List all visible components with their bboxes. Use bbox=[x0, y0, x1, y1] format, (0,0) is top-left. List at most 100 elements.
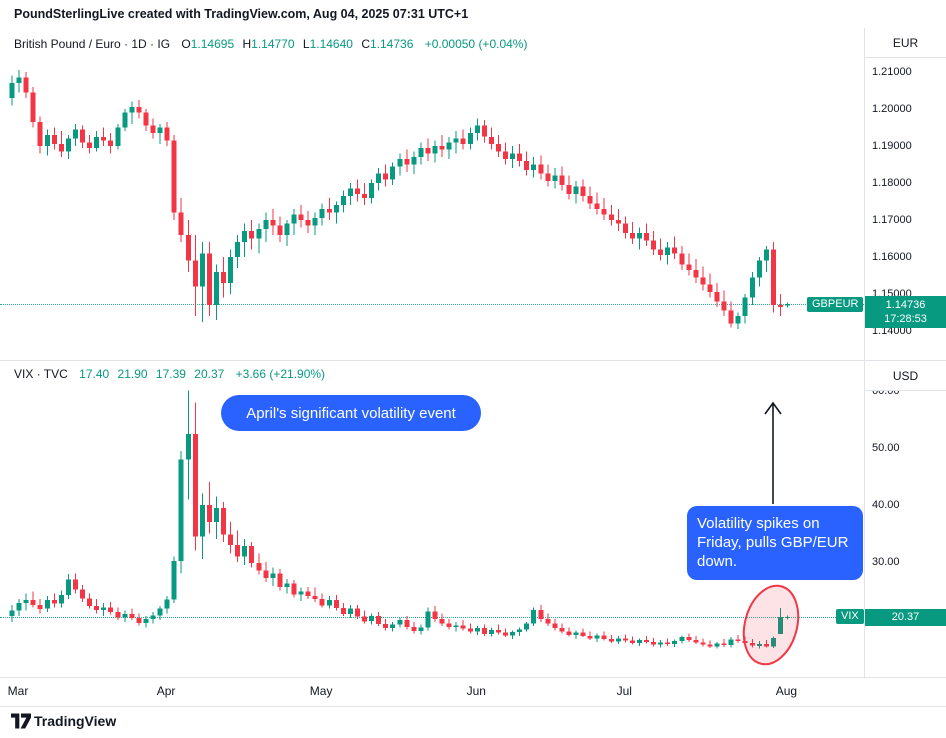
candle-body bbox=[65, 138, 71, 152]
candle-body bbox=[178, 212, 184, 235]
candle-body bbox=[404, 620, 410, 627]
candle-body bbox=[686, 637, 692, 641]
candle-body bbox=[312, 218, 318, 226]
y-axis-tick: 1.14000 bbox=[872, 325, 912, 337]
candle-body bbox=[573, 632, 579, 635]
candle-body bbox=[404, 158, 410, 165]
symbol-legend-vix[interactable]: VIX · TVC 17.40 21.90 17.39 20.37 +3.66 … bbox=[14, 367, 325, 381]
candle-body bbox=[594, 203, 600, 209]
ohlc-close: C1.14736 bbox=[361, 37, 414, 51]
candle-body bbox=[411, 157, 417, 165]
price-axis-separator bbox=[864, 28, 865, 677]
candle-body bbox=[340, 608, 346, 614]
y-axis-tick: 1.17000 bbox=[872, 214, 912, 226]
candle-body bbox=[284, 223, 290, 235]
candle-body bbox=[742, 297, 748, 317]
vix-last-price-line bbox=[0, 617, 864, 618]
candle-body bbox=[580, 632, 586, 637]
tradingview-logo-icon[interactable] bbox=[11, 713, 31, 729]
candle-body bbox=[636, 640, 642, 643]
candle-body bbox=[354, 188, 360, 195]
candle-body bbox=[756, 644, 762, 646]
candle-body bbox=[383, 173, 389, 180]
candle-body bbox=[397, 158, 403, 167]
vix-last-price: 20.37 bbox=[891, 611, 920, 623]
candle-body bbox=[30, 600, 36, 605]
candle-body bbox=[566, 631, 572, 635]
candle-body bbox=[432, 146, 438, 154]
candle-body bbox=[658, 249, 664, 256]
candle-body bbox=[199, 253, 205, 287]
candle-body bbox=[481, 628, 487, 634]
candle-body bbox=[735, 316, 741, 324]
vix-close: 20.37 bbox=[194, 367, 225, 381]
candle-body bbox=[503, 632, 508, 636]
candle-body bbox=[418, 147, 424, 157]
candle-body bbox=[559, 175, 565, 185]
spike-ellipse-annotation[interactable] bbox=[736, 580, 807, 671]
candle-body bbox=[206, 253, 212, 306]
candle-body bbox=[460, 625, 466, 629]
candle-body bbox=[763, 249, 769, 261]
vix-axis-price: 20.37 bbox=[865, 609, 946, 626]
vix-candles bbox=[9, 390, 790, 649]
candle-body bbox=[16, 603, 22, 611]
x-axis-label-jul: Jul bbox=[616, 684, 632, 698]
candle-body bbox=[756, 260, 762, 278]
candle-body bbox=[693, 269, 699, 278]
y-axis-tick: 1.19000 bbox=[872, 140, 912, 152]
candle-body bbox=[608, 639, 614, 642]
x-axis-label-may: May bbox=[309, 684, 333, 698]
arrow-annotation[interactable] bbox=[764, 401, 782, 504]
y-axis-tick: 30.00 bbox=[872, 556, 900, 568]
candle-body bbox=[566, 184, 572, 194]
candle-body bbox=[622, 638, 628, 641]
x-axis-label-aug: Aug bbox=[775, 684, 798, 698]
price-axis-currency-usd: USD bbox=[865, 361, 946, 391]
candle-body bbox=[503, 151, 508, 159]
candle-body bbox=[157, 127, 163, 134]
y-axis-tick: 50.00 bbox=[872, 442, 900, 454]
candle-body bbox=[284, 583, 290, 588]
tradingview-brand-text[interactable]: TradingView bbox=[34, 713, 117, 729]
callout-text: Volatility spikes on Friday, pulls GBP/E… bbox=[697, 515, 849, 570]
candle-body bbox=[37, 604, 43, 609]
candle-body bbox=[164, 127, 170, 141]
candle-body bbox=[291, 214, 297, 224]
candle-body bbox=[629, 232, 635, 239]
candle-body bbox=[270, 220, 276, 226]
candle-body bbox=[270, 573, 276, 578]
candle-body bbox=[178, 459, 184, 561]
candle-body bbox=[552, 623, 558, 629]
candle-body bbox=[651, 641, 657, 645]
friday-spike-callout[interactable]: Volatility spikes on Friday, pulls GBP/E… bbox=[687, 506, 863, 581]
candle-body bbox=[524, 623, 530, 630]
candle-body bbox=[235, 242, 241, 257]
symbol-legend-gbpeur[interactable]: British Pound / Euro · 1D · IG O1.14695 … bbox=[14, 37, 527, 51]
candle-body bbox=[390, 624, 396, 629]
candle-body bbox=[298, 214, 304, 220]
candle-body bbox=[30, 92, 36, 122]
gbpeur-candles bbox=[9, 70, 790, 330]
candle-body bbox=[80, 589, 85, 599]
candle-body bbox=[615, 220, 621, 224]
x-axis-label-mar: Mar bbox=[7, 684, 29, 698]
ohlc-high: H1.14770 bbox=[242, 37, 295, 51]
candle-body bbox=[629, 640, 635, 643]
candle-body bbox=[72, 579, 78, 590]
candle-body bbox=[9, 610, 15, 617]
candle-body bbox=[213, 507, 219, 523]
candle-body bbox=[376, 173, 382, 183]
april-volatility-callout[interactable]: April's significant volatility event bbox=[221, 395, 481, 431]
candle-body bbox=[23, 77, 29, 93]
candle-body bbox=[277, 573, 283, 588]
panel-divider[interactable] bbox=[0, 360, 946, 361]
candle-body bbox=[545, 619, 551, 624]
x-axis-label-apr: Apr bbox=[156, 684, 176, 698]
candle-body bbox=[777, 616, 783, 634]
candle-body bbox=[531, 609, 537, 624]
candle-body bbox=[58, 144, 64, 152]
candle-body bbox=[622, 223, 628, 233]
candle-body bbox=[65, 579, 71, 596]
